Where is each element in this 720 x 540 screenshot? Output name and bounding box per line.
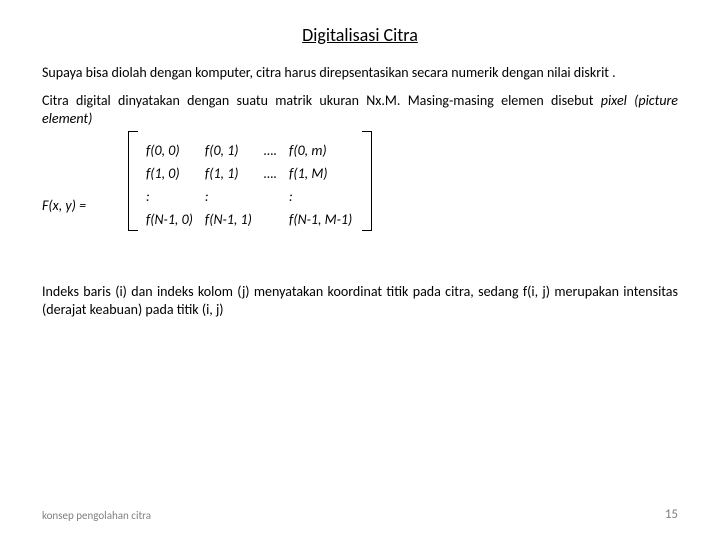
matrix-cell: f(N-1, 0) (140, 208, 199, 231)
matrix-row: f(1, 0) f(1, 1) …. f(1, M) (140, 162, 358, 185)
paragraph-2a: Citra digital dinyatakan dengan suatu ma… (42, 92, 601, 109)
matrix-cell: : (140, 185, 199, 208)
page-number: 15 (665, 507, 678, 522)
matrix-cell: f(0, 1) (199, 139, 258, 162)
bracket-right (362, 131, 372, 231)
matrix-cell: …. (258, 162, 283, 185)
paragraph-3: Indeks baris (i) dan indeks kolom (j) me… (42, 283, 678, 319)
matrix-lhs: F(x, y) = (42, 197, 86, 214)
matrix-cell: : (283, 185, 358, 208)
matrix-block: F(x, y) = f(0, 0) f(0, 1) …. f(0, m) f(1… (42, 139, 678, 259)
matrix-cell: f(0, m) (283, 139, 358, 162)
matrix-cell (258, 185, 283, 208)
matrix-cell: : (199, 185, 258, 208)
matrix-cell: f(N-1, 1) (199, 208, 258, 231)
matrix-cell: f(0, 0) (140, 139, 199, 162)
matrix-cell: …. (258, 139, 283, 162)
paragraph-1: Supaya bisa diolah dengan komputer, citr… (42, 64, 678, 82)
footer-text: konsep pengolahan citra (42, 509, 151, 522)
matrix-row: : : : (140, 185, 358, 208)
paragraph-2: Citra digital dinyatakan dengan suatu ma… (42, 92, 678, 128)
page-title: Digitalisasi Citra (42, 24, 678, 46)
matrix-cell: f(1, 0) (140, 162, 199, 185)
matrix-cell: f(1, M) (283, 162, 358, 185)
matrix-cell (258, 208, 283, 231)
matrix-table: f(0, 0) f(0, 1) …. f(0, m) f(1, 0) f(1, … (140, 139, 358, 231)
matrix-row: f(0, 0) f(0, 1) …. f(0, m) (140, 139, 358, 162)
matrix-row: f(N-1, 0) f(N-1, 1) f(N-1, M-1) (140, 208, 358, 231)
matrix-cell: f(N-1, M-1) (283, 208, 358, 231)
matrix-cell: f(1, 1) (199, 162, 258, 185)
bracket-left (128, 131, 138, 231)
